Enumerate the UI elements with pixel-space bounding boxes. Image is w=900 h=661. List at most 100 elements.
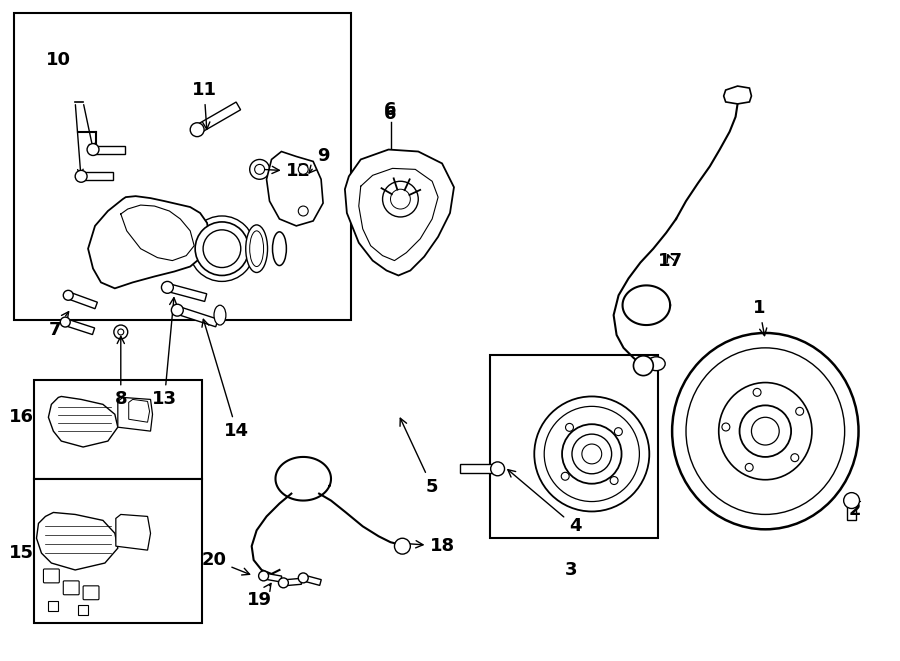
Circle shape — [258, 571, 268, 581]
Circle shape — [615, 428, 623, 436]
Circle shape — [562, 473, 569, 481]
Circle shape — [203, 230, 241, 268]
Ellipse shape — [647, 357, 665, 371]
Circle shape — [491, 462, 505, 476]
Circle shape — [298, 165, 308, 175]
Polygon shape — [49, 397, 118, 447]
Text: 18: 18 — [403, 537, 455, 555]
Circle shape — [298, 206, 308, 216]
Text: 10: 10 — [46, 52, 71, 69]
Circle shape — [382, 181, 418, 217]
Circle shape — [171, 304, 184, 316]
Ellipse shape — [246, 225, 267, 272]
Text: 3: 3 — [564, 561, 577, 579]
Circle shape — [610, 477, 618, 485]
Text: 1: 1 — [753, 299, 767, 336]
Polygon shape — [37, 512, 118, 570]
Polygon shape — [345, 149, 454, 276]
Text: 20: 20 — [202, 551, 249, 575]
Bar — [33, 479, 202, 623]
Polygon shape — [460, 465, 498, 473]
Circle shape — [298, 573, 308, 583]
Circle shape — [634, 356, 653, 375]
Text: 9: 9 — [309, 147, 329, 173]
Polygon shape — [302, 575, 321, 586]
Circle shape — [572, 434, 612, 474]
Polygon shape — [93, 145, 125, 153]
Text: 6: 6 — [384, 101, 397, 119]
Polygon shape — [129, 399, 149, 422]
Ellipse shape — [273, 232, 286, 266]
Circle shape — [843, 492, 860, 508]
Text: 17: 17 — [658, 252, 682, 270]
Circle shape — [791, 453, 799, 461]
Circle shape — [190, 123, 204, 137]
Text: 19: 19 — [248, 584, 272, 609]
Polygon shape — [67, 292, 97, 309]
Circle shape — [394, 538, 410, 554]
Circle shape — [60, 317, 70, 327]
Polygon shape — [81, 173, 112, 180]
Circle shape — [87, 143, 99, 155]
Circle shape — [535, 397, 649, 512]
Text: 13: 13 — [152, 297, 177, 408]
Polygon shape — [195, 102, 240, 134]
FancyBboxPatch shape — [63, 581, 79, 595]
Circle shape — [278, 578, 288, 588]
Polygon shape — [88, 196, 210, 288]
Circle shape — [249, 159, 269, 179]
Polygon shape — [116, 514, 150, 550]
Bar — [490, 355, 658, 538]
Bar — [14, 13, 351, 320]
Ellipse shape — [686, 348, 845, 514]
Polygon shape — [284, 578, 302, 586]
Polygon shape — [118, 397, 152, 431]
FancyBboxPatch shape — [83, 586, 99, 600]
Circle shape — [161, 282, 174, 293]
Polygon shape — [847, 500, 856, 520]
Bar — [78, 605, 88, 615]
Circle shape — [562, 424, 622, 484]
Circle shape — [391, 189, 410, 209]
Text: 4: 4 — [508, 470, 581, 535]
Ellipse shape — [214, 305, 226, 325]
Text: 7: 7 — [50, 312, 68, 339]
Polygon shape — [176, 307, 218, 327]
Ellipse shape — [249, 231, 264, 266]
Circle shape — [113, 325, 128, 339]
Bar — [49, 601, 58, 611]
Text: 5: 5 — [400, 418, 438, 496]
Text: 16: 16 — [9, 408, 34, 426]
Circle shape — [745, 463, 753, 471]
Circle shape — [195, 222, 248, 276]
Circle shape — [722, 423, 730, 431]
Text: 11: 11 — [192, 81, 217, 130]
Circle shape — [582, 444, 602, 464]
Text: 14: 14 — [202, 319, 249, 440]
Circle shape — [189, 216, 255, 282]
Polygon shape — [263, 573, 282, 582]
Circle shape — [740, 405, 791, 457]
Circle shape — [544, 407, 639, 502]
Polygon shape — [166, 284, 207, 301]
Text: 12: 12 — [265, 163, 311, 180]
Circle shape — [255, 165, 265, 175]
Circle shape — [63, 290, 73, 300]
Text: 15: 15 — [9, 544, 34, 562]
Polygon shape — [266, 151, 323, 226]
Bar — [33, 379, 202, 479]
Circle shape — [752, 417, 779, 445]
Text: 2: 2 — [849, 495, 860, 520]
Text: 8: 8 — [114, 336, 127, 408]
FancyBboxPatch shape — [43, 569, 59, 583]
Polygon shape — [724, 86, 752, 104]
Ellipse shape — [719, 383, 812, 480]
Circle shape — [753, 389, 761, 397]
Text: 6: 6 — [384, 105, 397, 123]
Circle shape — [565, 424, 573, 432]
Ellipse shape — [672, 333, 859, 529]
Circle shape — [118, 329, 124, 335]
Polygon shape — [64, 319, 94, 334]
Circle shape — [796, 407, 804, 415]
Circle shape — [76, 171, 87, 182]
